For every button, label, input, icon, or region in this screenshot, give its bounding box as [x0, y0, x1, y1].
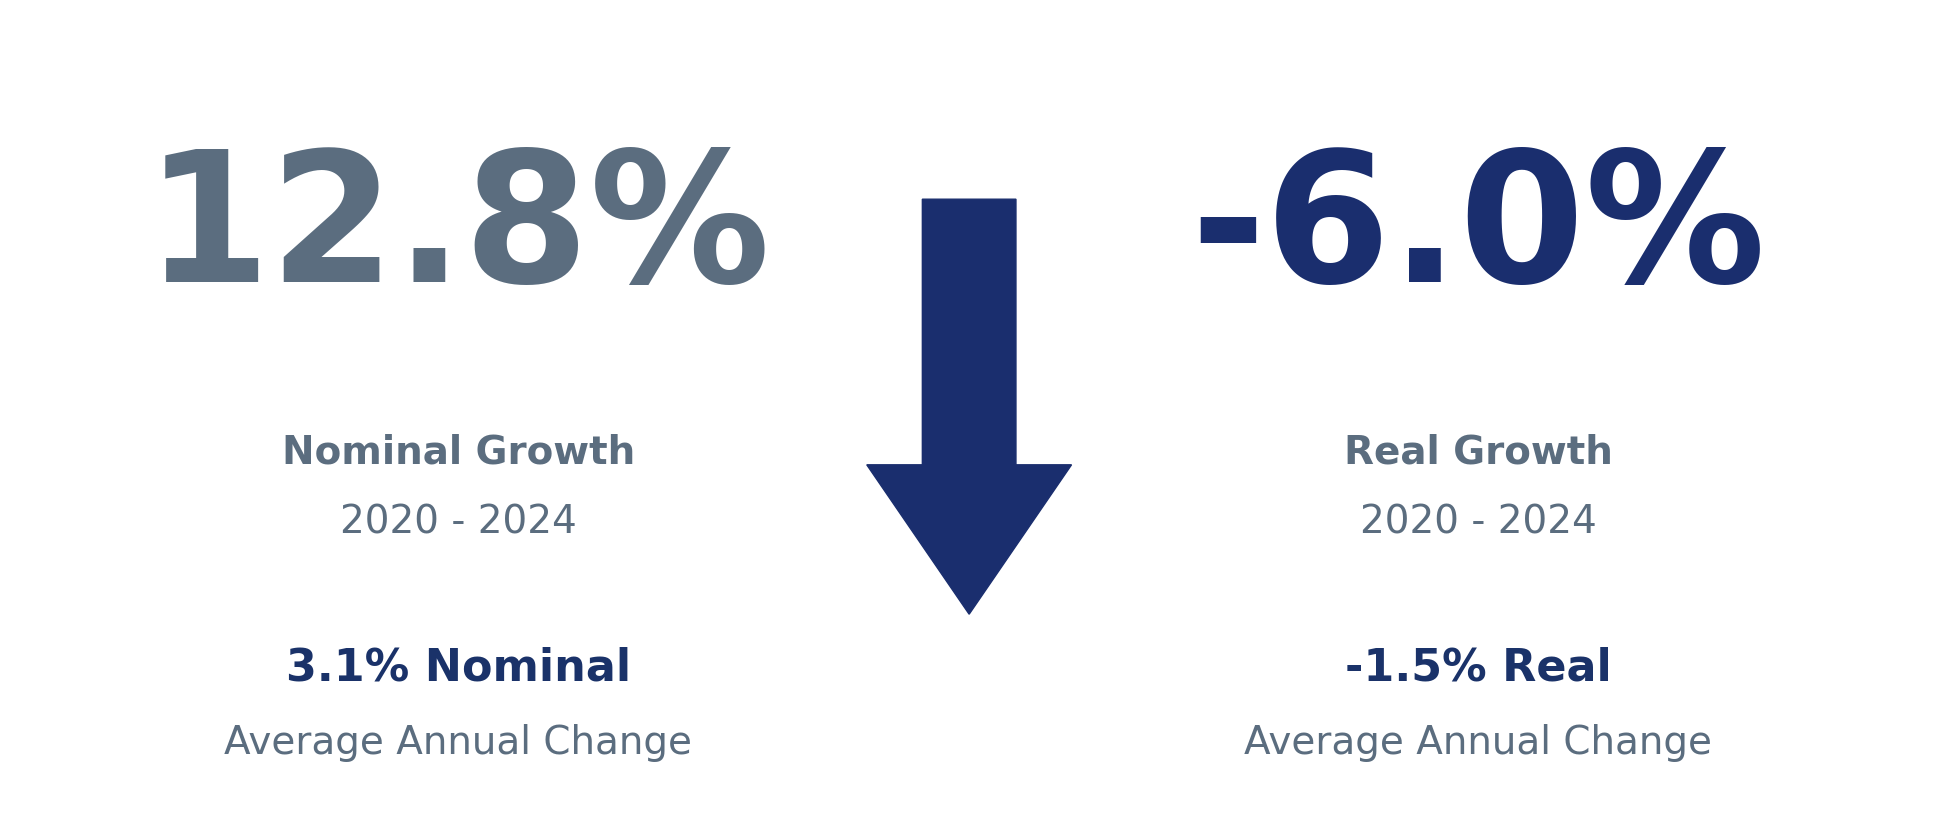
Text: -6.0%: -6.0%	[1190, 144, 1767, 320]
Text: 2020 - 2024: 2020 - 2024	[339, 504, 577, 542]
Text: Average Annual Change: Average Annual Change	[224, 724, 692, 762]
Text: -1.5% Real: -1.5% Real	[1346, 647, 1611, 690]
Text: Average Annual Change: Average Annual Change	[1244, 724, 1712, 762]
Text: 2020 - 2024: 2020 - 2024	[1359, 504, 1597, 542]
Text: 12.8%: 12.8%	[144, 144, 772, 320]
Text: 3.1% Nominal: 3.1% Nominal	[287, 647, 630, 690]
FancyArrow shape	[866, 199, 1072, 614]
Text: Real Growth: Real Growth	[1344, 433, 1613, 471]
Text: Nominal Growth: Nominal Growth	[281, 433, 636, 471]
